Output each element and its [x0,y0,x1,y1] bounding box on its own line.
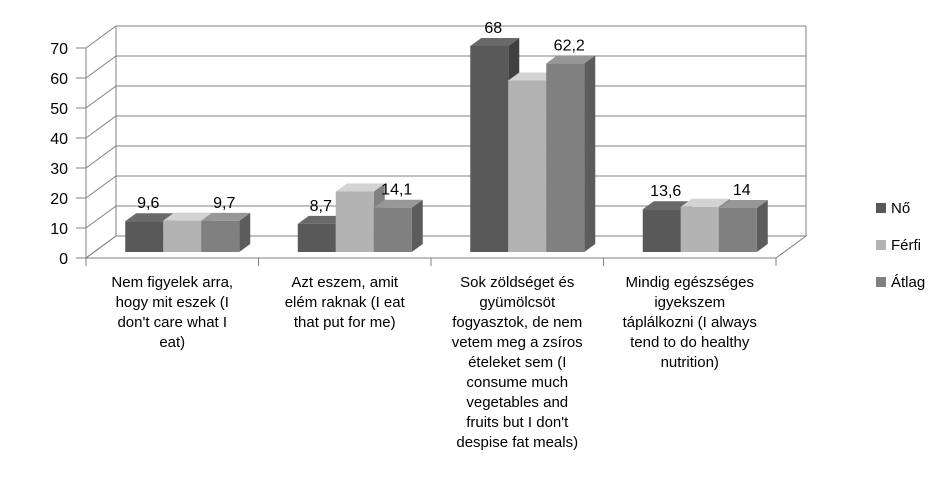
legend-label: Átlag [891,274,925,291]
bar-front [680,206,719,252]
data-label: 68 [484,20,502,37]
gridline [85,25,806,49]
category-label-line: consume much [466,374,568,391]
y-tick-label: 10 [50,221,68,238]
category-label-line: elém raknak (I eat [285,294,406,311]
legend-swatch [876,277,886,287]
bar-side [411,199,423,252]
gridline [85,115,806,139]
bar-side [584,55,596,253]
legend: Nő Férfi Átlag [876,200,925,291]
data-label: 8,7 [310,198,332,215]
y-tick-label: 30 [50,161,68,178]
y-tick-label: 20 [50,191,68,208]
category-label-line: nutrition) [661,354,719,371]
category-label: Nem figyelek arra, hogy mit eszek (I don't… [111,274,233,351]
bar-top [642,201,692,210]
category-label-line: igyekszem [654,294,725,311]
bar-top [201,212,251,221]
bar-front [508,80,547,252]
legend-label: Férfi [891,237,921,254]
category-label-line: gyümölcsöt [479,294,556,311]
bar-top [470,38,520,46]
y-tick-label: 70 [50,41,68,58]
legend-label: Nő [891,200,910,217]
category-label-line: eat) [159,334,185,351]
category-label-line: fruits but I don't [466,414,569,431]
y-tick-label: 50 [50,101,68,118]
data-label: 9,7 [213,195,235,212]
bar-top [680,198,730,207]
gridline [85,85,806,109]
bar-front [546,63,585,253]
bar-front [470,46,509,252]
bar-front [718,208,757,252]
category-label: Sok zöldséget és gyümölcsöt fogyasztok, de… [452,274,583,451]
bar-front [201,220,240,252]
y-tick-label: 0 [59,251,68,268]
bar-top [546,55,596,64]
bar-front [125,221,164,252]
category-label-line: fogyasztok, de nem [452,314,582,331]
gridline [85,145,806,169]
bar-top [297,215,347,224]
legend-swatch [876,203,886,213]
bar-front [335,191,374,252]
bar-top [718,200,768,208]
data-label: 13,6 [650,183,681,200]
category-labels: Nem figyelek arra, hogy mit eszek (I don't… [111,274,756,451]
chart-walls [84,26,808,266]
data-label: 14,1 [381,182,412,199]
category-label-line: táplálkozni (I always [623,314,757,331]
y-tick-label: 40 [50,131,68,148]
bar-top [373,199,423,208]
category-label-line: ételeket sem (I [468,354,566,371]
bar-top [125,213,175,222]
category-label-line: Nem figyelek arra, [111,274,233,291]
bar [718,200,768,252]
data-label: 9,6 [137,195,159,212]
category-label-line: hogy mit eszek (I [116,294,229,311]
bars [125,38,768,253]
bar-front [642,209,681,252]
legend-swatch [876,240,886,250]
y-axis-tick-labels: 0 10 20 30 40 50 60 70 [50,41,86,268]
gridline [85,175,806,199]
bar [373,199,423,252]
category-label-line: don't care what I [117,314,227,331]
bar-front [297,223,336,252]
data-label: 62,2 [554,37,585,54]
bar-front [163,220,202,252]
bar-top [163,212,213,221]
category-label-line: vegetables and [466,394,568,411]
category-label-line: that put for me) [294,314,396,331]
category-label: Mindig egészséges igyekszem táplálkozni (I… [623,274,757,371]
gridline [85,55,806,79]
category-label-line: vetem meg a zsíros [452,334,583,351]
category-label-line: despise fat meals) [456,434,578,451]
y-tick-label: 60 [50,71,68,88]
bar-front [373,207,412,252]
category-label: Azt eszem, amit elém raknak (I eat that pu… [285,274,406,331]
data-label: 14 [733,182,751,199]
category-label-line: Sok zöldséget és [460,274,574,291]
floor [84,235,808,259]
bar [546,55,596,253]
bar-top [335,183,385,192]
data-labels: 9,6 9,7 8,7 14,1 68 62,2 13,6 14 [137,20,751,215]
bar [201,212,251,252]
bar-top [508,72,558,81]
category-label-line: Mindig egészséges [626,274,754,291]
category-label-line: Azt eszem, amit [291,274,399,291]
bar-side [239,212,251,252]
category-label-line: tend to do healthy [630,334,750,351]
bar-side [756,200,768,252]
